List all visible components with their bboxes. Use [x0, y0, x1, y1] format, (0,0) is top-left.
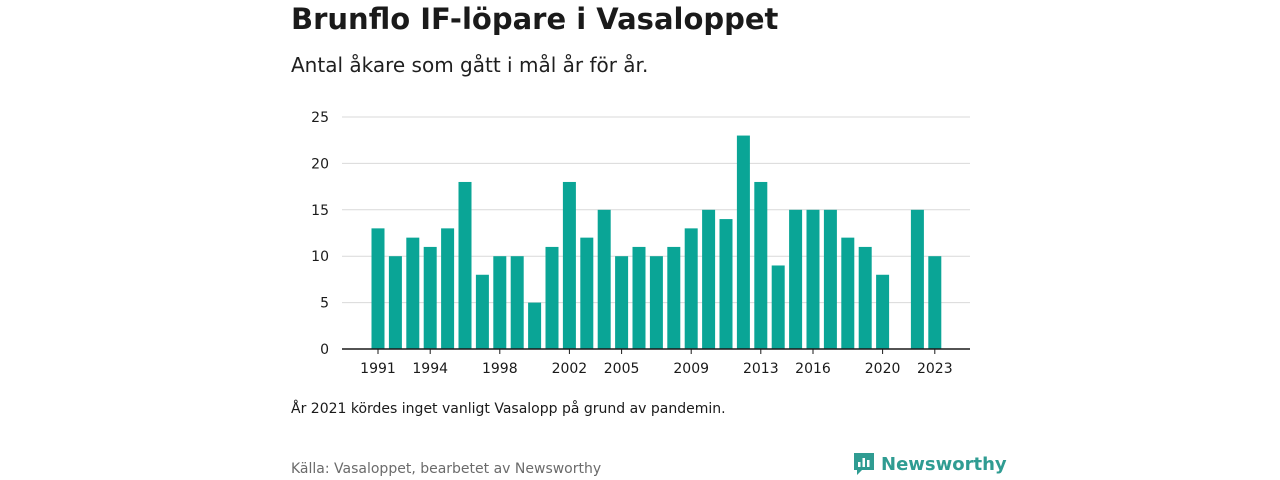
chart-note: År 2021 kördes inget vanligt Vasalopp på… [291, 401, 726, 417]
chart-title: Brunflo IF-löpare i Vasaloppet [291, 2, 779, 36]
bar-2016 [806, 209, 820, 349]
newsworthy-logo-icon [854, 453, 874, 475]
bar-2013 [754, 181, 768, 349]
bar-2023 [928, 256, 942, 349]
y-tick-label-5: 5 [320, 296, 329, 312]
bar-1994 [423, 246, 437, 349]
y-tick-label-15: 15 [311, 203, 329, 219]
bar-1996 [458, 181, 472, 349]
source-credit: Källa: Vasaloppet, bearbetet av Newswort… [291, 461, 602, 477]
bar-2020 [876, 274, 890, 349]
chart-subtitle: Antal åkare som gått i mål år för år. [291, 53, 649, 77]
bar-2022 [910, 209, 924, 349]
bar-2008 [667, 246, 681, 349]
bar-2005 [615, 256, 629, 349]
bar-2007 [649, 256, 663, 349]
y-tick-label-20: 20 [311, 156, 329, 172]
bar-1997 [475, 274, 489, 349]
bar-2014 [771, 265, 785, 349]
bar-1998 [493, 256, 507, 349]
bar-1993 [406, 237, 420, 349]
y-tick-label-25: 25 [311, 110, 329, 126]
x-tick-label-2005: 2005 [604, 361, 640, 377]
bar-2010 [702, 209, 716, 349]
bar-2009 [684, 228, 698, 349]
x-tick-label-2020: 2020 [865, 361, 901, 377]
bar-2011 [719, 219, 733, 349]
bar-2003 [580, 237, 594, 349]
x-tick-label-2002: 2002 [552, 361, 588, 377]
x-tick-label-1991: 1991 [360, 361, 396, 377]
bars [371, 135, 942, 349]
y-tick-label-0: 0 [320, 342, 329, 358]
y-tick-label-10: 10 [311, 249, 329, 265]
x-tick-label-1998: 1998 [482, 361, 518, 377]
axes: 0 5 10 15 20 25 1991 1994 1998 2002 2005 2009 2013 20… [311, 110, 970, 377]
bar-1992 [388, 256, 402, 349]
brand-name: Newsworthy [881, 453, 1007, 475]
bar-2006 [632, 246, 646, 349]
x-tick-label-2009: 2009 [673, 361, 709, 377]
bar-2000 [528, 302, 542, 349]
brand-logo[interactable]: Newsworthy [853, 452, 1007, 476]
x-tick-label-2016: 2016 [795, 361, 831, 377]
bar-2004 [597, 209, 611, 349]
bar-1999 [510, 256, 524, 349]
bar-1995 [441, 228, 455, 349]
x-tick-label-2013: 2013 [743, 361, 779, 377]
x-tick-label-2023: 2023 [917, 361, 953, 377]
bar-1991 [371, 228, 385, 349]
bar-2018 [841, 237, 855, 349]
bar-2012 [736, 135, 750, 349]
bar-2019 [858, 246, 872, 349]
x-tick-label-1994: 1994 [412, 361, 448, 377]
bar-2017 [823, 209, 837, 349]
bar-2001 [545, 246, 559, 349]
bar-2002 [562, 181, 576, 349]
bar-2015 [789, 209, 803, 349]
